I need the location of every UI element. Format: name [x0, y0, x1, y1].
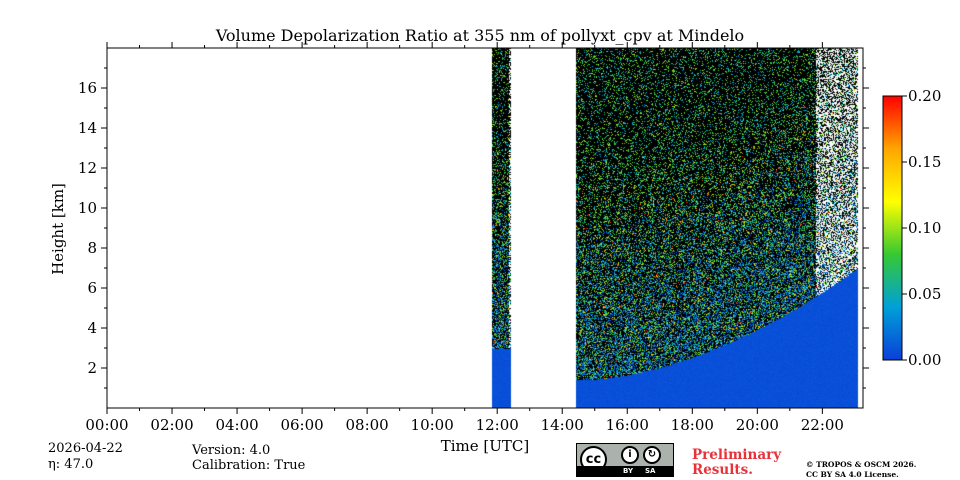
colorbar-tick-label: 0.00: [908, 351, 941, 369]
x-tick-label: 10:00: [411, 416, 454, 434]
cc-license-badge: cc i ↻ BY SA: [576, 443, 674, 477]
share-alike-icon: ↻: [643, 446, 661, 464]
x-tick-label: 16:00: [606, 416, 649, 434]
footer-calibration: Calibration: True: [192, 458, 306, 473]
y-tick-label: 14: [78, 119, 97, 137]
x-axis-label: Time [UTC]: [440, 437, 530, 455]
footer-date: 2026-04-22: [48, 441, 123, 456]
license-sa-label: SA: [645, 467, 656, 475]
footer-eta: η: 47.0: [48, 457, 94, 472]
license-by-label: BY: [623, 467, 634, 475]
x-tick-label: 20:00: [736, 416, 779, 434]
x-tick-label: 00:00: [85, 416, 128, 434]
copyright-note: © TROPOS & OSCM 2026. CC BY SA 4.0 Licen…: [806, 460, 916, 480]
y-tick-label: 10: [78, 199, 97, 217]
x-tick-label: 08:00: [346, 416, 389, 434]
y-tick-label: 4: [87, 319, 97, 337]
copyright-line-1: © TROPOS & OSCM 2026.: [806, 460, 917, 469]
y-tick-label: 8: [87, 239, 97, 257]
chart-title: Volume Depolarization Ratio at 355 nm of…: [215, 26, 745, 45]
copyright-line-2: CC BY SA 4.0 License.: [806, 470, 899, 479]
x-tick-label: 04:00: [215, 416, 258, 434]
license-stripe: BY SA: [577, 466, 673, 476]
colorbar-tick-label: 0.20: [908, 87, 941, 105]
x-tick-label: 22:00: [801, 416, 844, 434]
x-tick-label: 18:00: [671, 416, 714, 434]
colorbar: [882, 95, 903, 361]
y-tick-label: 2: [87, 359, 97, 377]
attribution-icon: i: [621, 446, 639, 464]
footer-version: Version: 4.0: [192, 443, 271, 458]
colorbar-tick-label: 0.10: [908, 219, 941, 237]
x-tick-label: 02:00: [150, 416, 193, 434]
preliminary-note: Preliminary Results.: [692, 448, 781, 478]
x-tick-label: 14:00: [541, 416, 584, 434]
x-tick-label: 12:00: [476, 416, 519, 434]
heatmap-canvas: [107, 48, 863, 408]
preliminary-line-1: Preliminary: [692, 447, 782, 463]
y-tick-label: 12: [78, 159, 97, 177]
colorbar-tick-label: 0.15: [908, 153, 941, 171]
preliminary-line-2: Results.: [692, 462, 753, 478]
plot-frame: [106, 47, 864, 409]
y-tick-label: 6: [87, 279, 97, 297]
y-tick-label: 16: [78, 79, 97, 97]
x-tick-label: 06:00: [280, 416, 323, 434]
colorbar-tick-label: 0.05: [908, 285, 941, 303]
